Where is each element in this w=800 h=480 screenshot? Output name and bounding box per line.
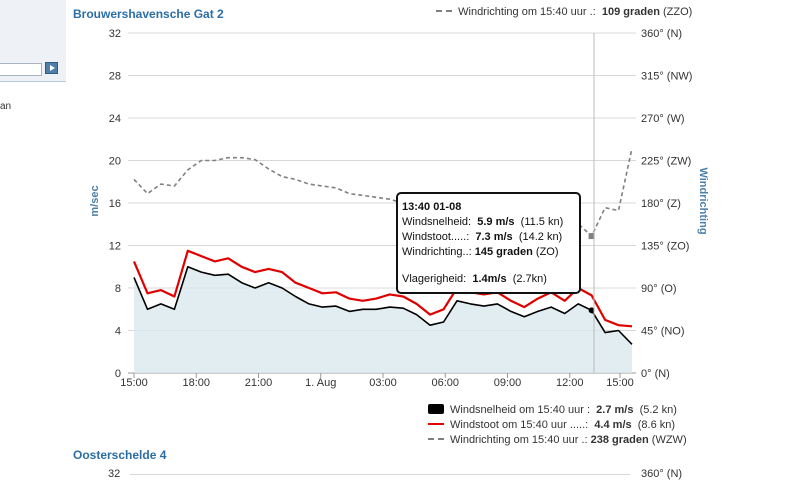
y-right-axis-title: Windrichting — [697, 167, 709, 234]
y-right-tick-label: 180° (Z) — [641, 198, 681, 210]
y-left-tick-label: 8 — [115, 283, 121, 295]
tooltip-dir-label: Windrichting..: — [402, 246, 472, 258]
legend-gust-value: 4.4 m/s — [594, 419, 632, 431]
play-icon[interactable] — [45, 62, 58, 74]
speed-hover-marker — [588, 307, 595, 314]
y-right-tick-label: 45° (NO) — [641, 326, 685, 338]
tooltip-vlag-label: Vlagerigheid: — [402, 273, 467, 285]
y-left-axis-title: m/sec — [89, 185, 101, 216]
top-partial-legend-label: Windrichting om 15:40 uur .: — [458, 6, 596, 18]
y-right-tick-label: 360° (N) — [641, 28, 682, 40]
legend-direction-label: Windrichting om 15:40 uur .: — [450, 434, 588, 446]
sidebar-search-input[interactable] — [0, 63, 42, 76]
gust-legend-symbol — [428, 423, 444, 425]
tooltip-vlag-value: 1.4m/s — [472, 273, 507, 285]
direction-legend-symbol — [436, 10, 453, 12]
tooltip-dir-value: 145 graden — [474, 246, 533, 258]
y-right-tick-label: 0° (N) — [641, 368, 670, 380]
sidebar-text-fragment: an — [0, 101, 12, 112]
legend-speed-extra: (5.2 kn) — [639, 404, 677, 416]
speed-line — [133, 266, 633, 345]
station2-title: Oosterschelde 4 — [73, 448, 167, 462]
chart-legend: Windsnelheid om 15:40 uur : 2.7 m/s (5.2… — [428, 403, 687, 448]
tooltip-speed-value: 5.9 m/s — [477, 216, 515, 228]
tooltip-vlag-kn: (2.7kn) — [512, 273, 547, 285]
tooltip-dir-name: (ZO) — [535, 246, 559, 258]
tooltip-time: 13:40 01-08 — [402, 201, 462, 213]
y-right-tick-label: 90° (O) — [641, 283, 677, 295]
legend-direction[interactable]: Windrichting om 15:40 uur .: 238 graden … — [428, 433, 687, 448]
legend-gust-label: Windstoot om 15:40 uur .....: — [450, 419, 589, 431]
legend-gust-extra: (8.6 kn) — [637, 419, 676, 431]
tooltip-speed-kn: (11.5 kn) — [520, 216, 564, 228]
y-left-tick-label: 12 — [109, 241, 121, 253]
y-right-tick-label: 315° (NW) — [641, 71, 692, 83]
top-partial-legend-value: 109 graden — [601, 6, 660, 18]
station2-right-tick: 360° (N) — [641, 468, 683, 480]
y-left-tick-label: 20 — [109, 156, 121, 168]
x-tick-label: 09:00 — [494, 377, 522, 389]
x-tick-label: 03:00 — [369, 377, 397, 389]
direction-legend-symbol — [428, 438, 444, 440]
tooltip-gust-label: Windstoot.....: — [402, 231, 470, 243]
speed-area — [134, 266, 632, 373]
sidebar-panel — [0, 0, 66, 82]
station2-left-tick: 32 — [108, 468, 121, 480]
x-tick-label: 06:00 — [431, 377, 459, 389]
legend-speed-value: 2.7 m/s — [596, 404, 634, 416]
y-left-tick-label: 28 — [109, 71, 121, 83]
direction-hover-marker — [588, 233, 595, 240]
top-partial-legend: Windrichting om 15:40 uur .: 109 graden … — [430, 0, 692, 18]
y-right-tick-label: 225° (ZW) — [641, 156, 691, 168]
station-title: Brouwershavensche Gat 2 — [73, 7, 224, 21]
legend-speed-label: Windsnelheid om 15:40 uur : — [450, 404, 591, 416]
x-tick-label: 18:00 — [182, 377, 210, 389]
y-right-tick-label: 270° (W) — [641, 113, 685, 125]
tooltip-speed-label: Windsnelheid: — [402, 216, 472, 228]
tooltip-gust-kn: (14.2 kn) — [518, 231, 563, 243]
y-left-tick-label: 24 — [109, 113, 121, 125]
x-tick-label: 21:00 — [245, 377, 273, 389]
y-right-tick-label: 135° (ZO) — [641, 241, 689, 253]
top-partial-legend-unit: (ZZO) — [662, 6, 693, 18]
legend-speed[interactable]: Windsnelheid om 15:40 uur : 2.7 m/s (5.2… — [428, 403, 687, 418]
x-tick-label: 12:00 — [556, 377, 584, 389]
station2-gridline — [130, 474, 630, 475]
chart-tooltip: 13:40 01-08 Windsnelheid: 5.9 m/s (11.5 … — [396, 192, 581, 294]
y-left-tick-label: 32 — [109, 28, 121, 40]
legend-direction-extra: (WZW) — [651, 434, 687, 446]
y-left-tick-label: 4 — [115, 326, 121, 338]
x-tick-label: 15:00 — [120, 377, 148, 389]
x-tick-label: 15:00 — [606, 377, 634, 389]
legend-gust[interactable]: Windstoot om 15:40 uur .....: 4.4 m/s (8… — [428, 418, 687, 433]
y-left-tick-label: 0 — [115, 368, 121, 380]
speed-legend-symbol — [428, 404, 444, 414]
legend-direction-value: 238 graden — [590, 434, 649, 446]
tooltip-gust-value: 7.3 m/s — [475, 231, 513, 243]
sidebar: an — [0, 0, 66, 480]
x-tick-label: 1. Aug — [305, 377, 336, 389]
y-left-tick-label: 16 — [109, 198, 121, 210]
